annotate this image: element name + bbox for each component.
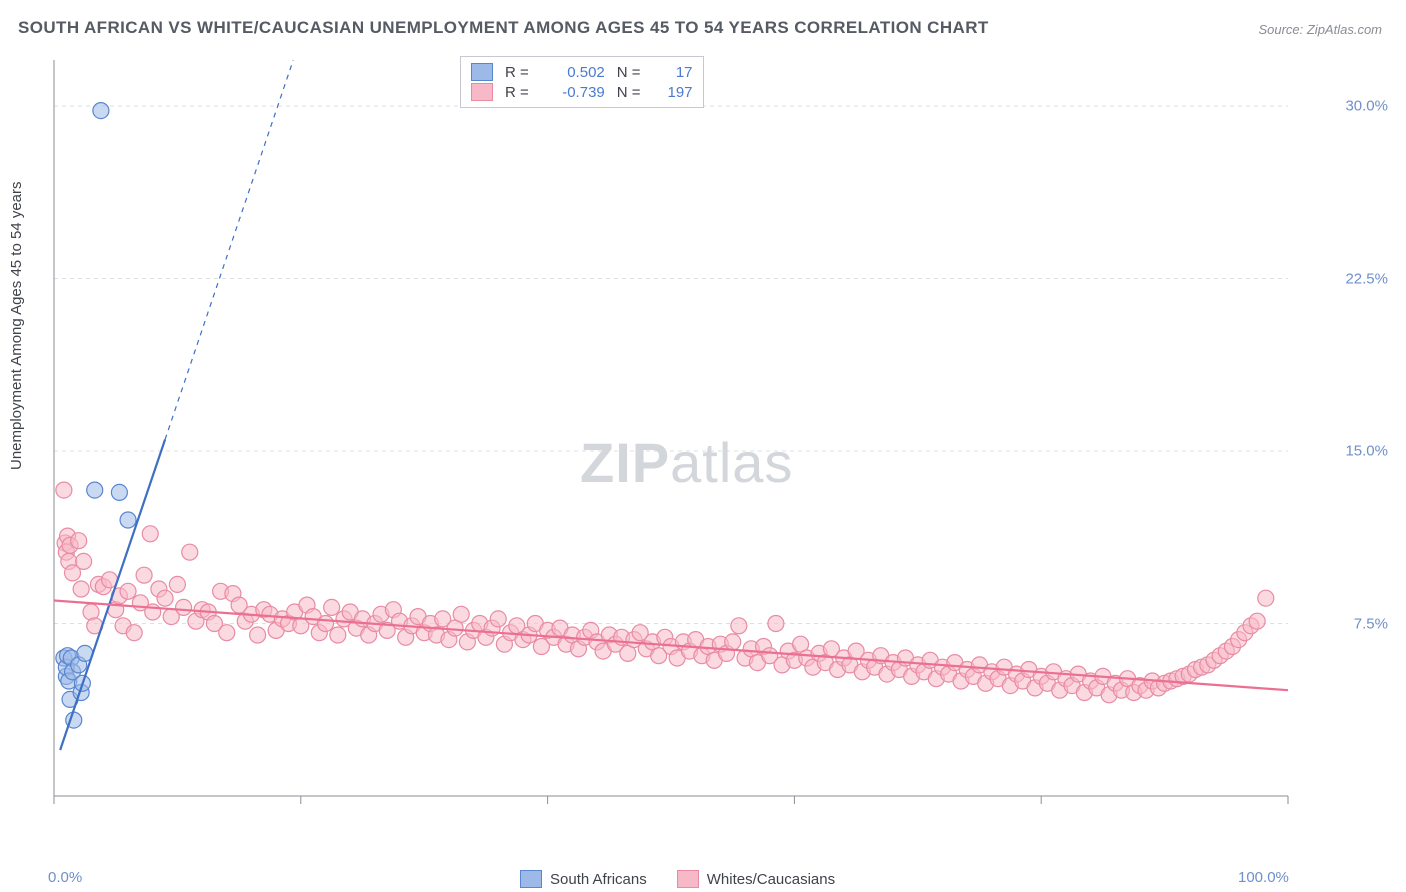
legend-swatch [471,83,493,101]
chart-title: SOUTH AFRICAN VS WHITE/CAUCASIAN UNEMPLO… [18,18,989,38]
legend-item: South Africans [520,870,647,888]
y-tick-label: 22.5% [1345,270,1388,287]
chart-svg [48,52,1358,832]
legend-correlation: R = 0.502 N = 17 R = -0.739 N = 197 [460,56,704,108]
x-tick-label: 0.0% [48,869,82,886]
legend-swatch [520,870,542,888]
legend-n-label: N = [617,64,641,81]
plot-area [48,52,1358,832]
y-tick-label: 30.0% [1345,98,1388,115]
y-axis-label: Unemployment Among Ages 45 to 54 years [8,181,25,470]
chart-source: Source: ZipAtlas.com [1258,22,1382,37]
y-tick-label: 15.0% [1345,443,1388,460]
y-tick-label: 7.5% [1354,615,1388,632]
legend-label: Whites/Caucasians [707,871,835,888]
legend-series: South Africans Whites/Caucasians [520,870,835,888]
legend-row: R = -0.739 N = 197 [471,82,693,102]
legend-r-value: 0.502 [541,64,605,81]
legend-r-label: R = [505,64,529,81]
legend-row: R = 0.502 N = 17 [471,62,693,82]
legend-swatch [677,870,699,888]
legend-item: Whites/Caucasians [677,870,835,888]
legend-n-value: 197 [653,84,693,101]
legend-r-value: -0.739 [541,84,605,101]
legend-r-label: R = [505,84,529,101]
legend-swatch [471,63,493,81]
legend-n-label: N = [617,84,641,101]
legend-n-value: 17 [653,64,693,81]
legend-label: South Africans [550,871,647,888]
x-tick-label: 100.0% [1238,869,1289,886]
